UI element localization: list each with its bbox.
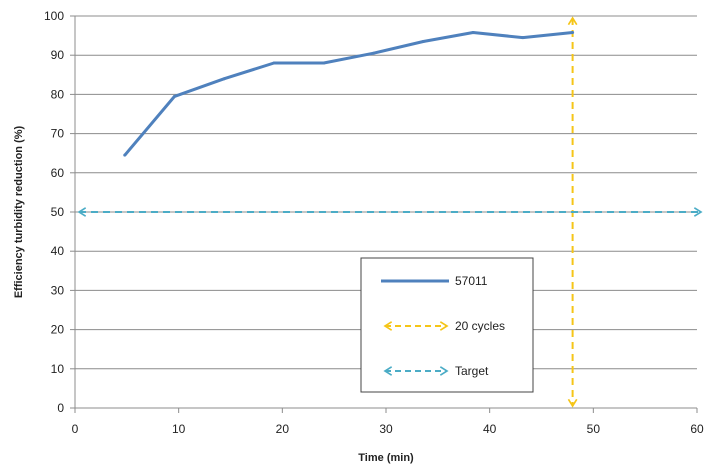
legend-label-20-cycles: 20 cycles (455, 319, 505, 333)
legend: 57011 20 cycles Target (360, 257, 534, 393)
data-point (322, 61, 326, 65)
x-axis-title: Time (min) (358, 452, 414, 464)
x-tick-label: 0 (72, 422, 79, 436)
x-tick-label: 60 (690, 422, 704, 436)
data-point (471, 30, 475, 34)
legend-label-target: Target (455, 364, 489, 378)
axes (70, 15, 698, 413)
y-tick-label: 20 (51, 323, 65, 337)
y-tick-label: 40 (51, 244, 65, 258)
y-tick-label: 30 (51, 283, 65, 297)
reference-lines (77, 16, 703, 408)
tick-labels: 0 10 20 30 40 50 60 70 80 90 100 0 10 20 30 40 50 60 (44, 9, 704, 436)
data-point (571, 30, 575, 34)
x-tick-label: 50 (587, 422, 601, 436)
y-axis-title: Efficiency turbidity reduction (%) (13, 125, 25, 298)
y-tick-label: 60 (51, 166, 65, 180)
data-point (173, 94, 177, 98)
data-point (521, 36, 525, 40)
y-tick-label: 100 (44, 9, 64, 23)
data-point (272, 61, 276, 65)
y-tick-label: 50 (51, 205, 65, 219)
legend-label-57011: 57011 (455, 274, 488, 288)
y-tick-label: 70 (51, 127, 65, 141)
series-line-57011 (123, 31, 573, 157)
series (123, 30, 575, 157)
y-tick-label: 0 (57, 401, 64, 415)
data-point (222, 77, 226, 81)
x-tick-label: 10 (172, 422, 186, 436)
x-tick-label: 30 (379, 422, 393, 436)
y-tick-label: 90 (51, 48, 65, 62)
y-tick-label: 80 (51, 87, 65, 101)
data-point (372, 51, 376, 55)
x-tick-label: 20 (276, 422, 290, 436)
x-tick-label: 40 (483, 422, 497, 436)
data-point (123, 153, 127, 157)
y-tick-label: 10 (51, 362, 65, 376)
data-point (421, 39, 425, 43)
